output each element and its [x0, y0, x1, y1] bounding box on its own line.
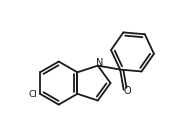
Text: N: N [96, 58, 104, 68]
Text: O: O [124, 86, 131, 96]
Text: Cl: Cl [29, 90, 38, 99]
